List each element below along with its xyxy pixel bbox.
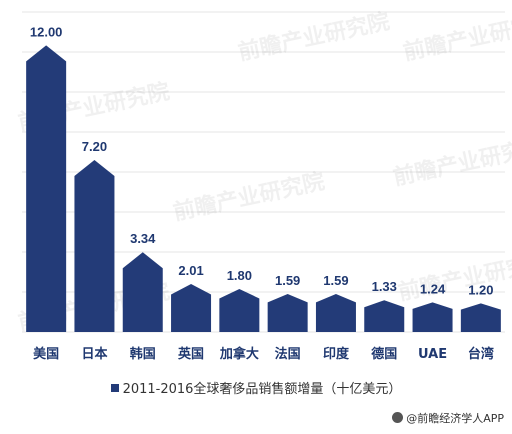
data-label: 3.34 (130, 231, 156, 246)
bar-日本 (74, 160, 115, 332)
bar-韩国 (122, 252, 163, 332)
category-label: 德国 (371, 346, 397, 362)
watermark-text: 前瞻产业研究院 (171, 168, 327, 225)
bar-加拿大 (219, 289, 260, 332)
category-label: 台湾 (468, 346, 494, 362)
watermark-text: 前瞻产业研究院 (396, 248, 512, 305)
data-label: 1.24 (420, 281, 446, 296)
category-label: 法国 (275, 346, 301, 362)
category-label: 日本 (81, 346, 107, 362)
bar-德国 (364, 300, 405, 332)
category-label: 英国 (177, 346, 204, 362)
footer-text: @前瞻经济学人APP (406, 412, 504, 425)
app-logo-icon (392, 412, 404, 423)
category-label: 印度 (323, 346, 350, 362)
watermark-text: 前瞻产业研究院 (391, 133, 512, 190)
category-label: 韩国 (130, 346, 156, 362)
data-label: 1.20 (468, 282, 493, 297)
bars (26, 45, 501, 333)
data-label: 1.80 (227, 268, 252, 283)
bar-美国 (26, 45, 67, 333)
data-label: 1.59 (323, 273, 348, 288)
watermark-text: 前瞻产业研究院 (401, 8, 512, 65)
data-label: 7.20 (82, 139, 107, 154)
bar-UAE (412, 302, 453, 332)
legend-label: 2011-2016全球奢侈品销售额增量（十亿美元） (122, 382, 402, 397)
category-label: UAE (418, 347, 447, 362)
data-label: 2.01 (178, 263, 203, 278)
footer-credit: @前瞻经济学人APP (392, 410, 504, 426)
category-labels: 美国 日本 韩国 英国 加拿大 法国 印度 德国 UAE 台湾 (33, 346, 494, 362)
watermark-text: 前瞻产业研究院 (236, 8, 392, 65)
bar-英国 (171, 284, 212, 332)
data-labels: 12.00 7.20 3.34 2.01 1.80 1.59 1.59 1.33 1.24 1.2… (30, 24, 494, 297)
category-label: 美国 (33, 346, 59, 362)
bar-印度 (315, 294, 356, 332)
legend: 2011-2016全球奢侈品销售额增量（十亿美元） (0, 378, 512, 397)
bar-台湾 (460, 303, 501, 332)
data-label: 12.00 (30, 24, 63, 39)
legend-swatch (110, 384, 119, 392)
data-label: 1.59 (275, 273, 300, 288)
bar-法国 (267, 294, 308, 332)
category-label: 加拿大 (219, 346, 259, 362)
data-label: 1.33 (372, 279, 397, 294)
